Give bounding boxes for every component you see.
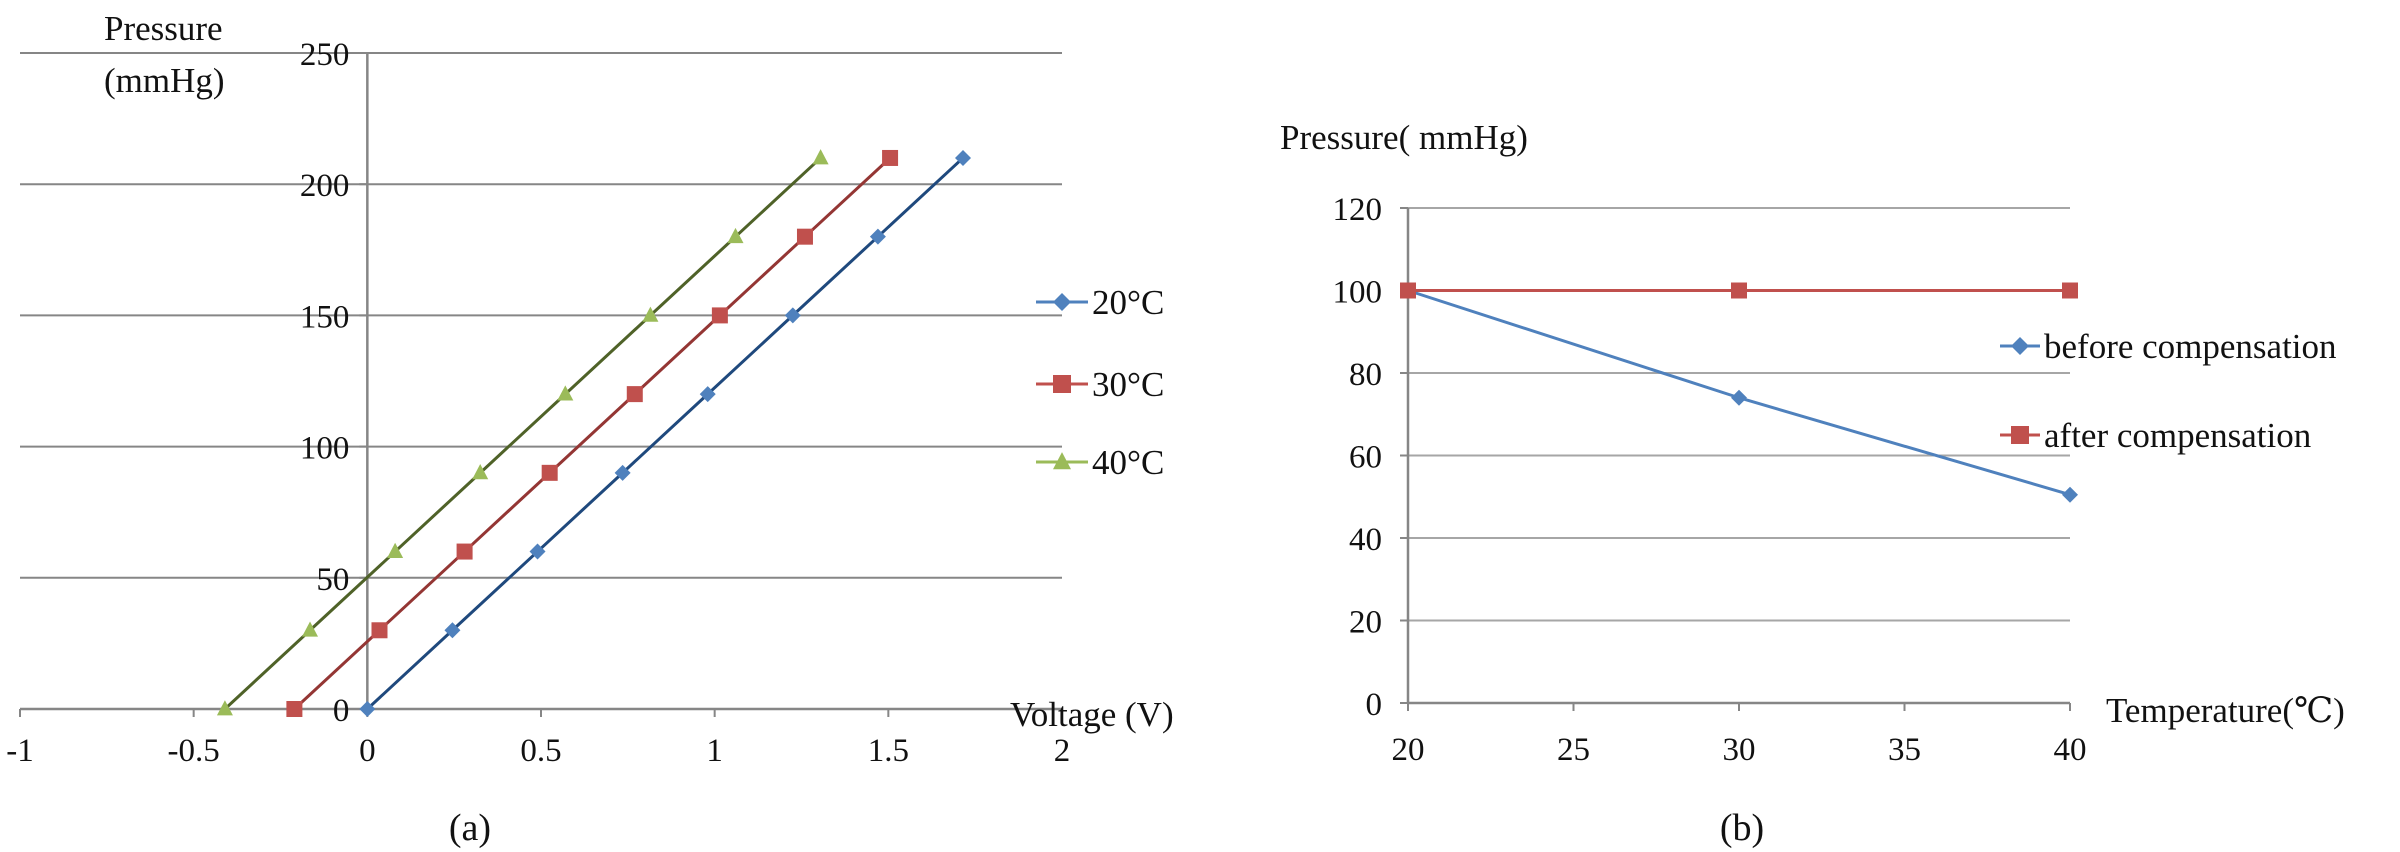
y-tick-label-a-2: 100: [300, 431, 350, 467]
legend-label-a-1: 30°C: [1092, 365, 1164, 404]
x-axis-title-a: Voltage (V): [1010, 695, 1174, 734]
y-tick-label-b-2: 40: [1349, 522, 1382, 558]
series-line-a-2: [223, 156, 822, 711]
data-point-b-1-1: [1731, 282, 1747, 299]
data-point-a-0-5: [784, 307, 801, 324]
y-axis-title-a-line1: Pressure: [104, 9, 223, 48]
data-point-a-0-2: [529, 543, 546, 560]
data-point-b-1-0: [1400, 282, 1416, 299]
data-point-a-2-2: [387, 542, 404, 558]
legend-label-a-2: 40°C: [1092, 443, 1164, 482]
y-tick-label-a-0: 0: [333, 693, 350, 729]
data-point-b-1-2: [2062, 282, 2078, 299]
x-tick-label-b-0: 20: [1392, 732, 1425, 768]
data-point-b-0-2: [2062, 486, 2078, 503]
data-point-a-1-4: [626, 386, 643, 403]
data-point-a-1-0: [286, 701, 303, 717]
panel-label-b: (b): [1720, 807, 1764, 849]
x-tick-label-a-0: -1: [6, 733, 34, 769]
data-point-a-1-1: [371, 622, 388, 639]
y-tick-label-a-1: 50: [316, 562, 349, 598]
data-point-a-0-1: [444, 622, 461, 639]
y-tick-label-b-4: 80: [1349, 357, 1382, 393]
data-point-a-2-0: [216, 700, 233, 716]
data-point-a-0-3: [614, 464, 631, 481]
data-point-a-0-7: [955, 149, 972, 166]
legend-marker-a-0: [1053, 293, 1071, 311]
data-point-a-2-5: [642, 306, 659, 322]
y-tick-label-a-4: 200: [300, 168, 350, 204]
y-tick-label-a-3: 150: [300, 299, 350, 335]
data-point-a-1-6: [796, 228, 813, 245]
x-tick-label-a-5: 1.5: [868, 733, 909, 769]
y-tick-label-a-5: 250: [300, 37, 350, 73]
legend-marker-a-1: [1053, 375, 1071, 393]
y-tick-label-b-0: 0: [1366, 687, 1383, 723]
x-tick-label-a-6: 2: [1054, 733, 1071, 769]
data-point-a-2-4: [557, 385, 574, 401]
series-line-a-0: [366, 156, 965, 711]
data-point-a-1-3: [541, 464, 558, 481]
data-point-a-2-6: [727, 227, 744, 244]
legend-marker-a-2: [1053, 452, 1071, 470]
y-tick-label-b-5: 100: [1333, 275, 1383, 311]
data-point-a-1-7: [882, 149, 899, 166]
y-tick-label-b-6: 120: [1333, 192, 1383, 228]
x-tick-label-b-2: 30: [1723, 732, 1756, 768]
legend-marker-b-1: [2011, 426, 2029, 444]
data-point-a-1-5: [711, 307, 728, 324]
x-tick-label-a-4: 1: [706, 733, 723, 769]
chart-a: -1 -0.5 0 0.5 1 1.5 2 0 50 100 150 200 250 Pressure (m…: [6, 9, 1173, 849]
y-tick-label-b-1: 20: [1349, 605, 1382, 641]
data-point-a-0-6: [869, 228, 886, 245]
panel-label-a: (a): [449, 807, 491, 849]
legend-label-b-1: after compensation: [2044, 416, 2311, 455]
legend-label-a-0: 20°C: [1092, 283, 1164, 322]
x-tick-label-b-3: 35: [1888, 732, 1921, 768]
data-point-a-2-3: [472, 464, 489, 480]
data-point-a-2-1: [302, 621, 319, 637]
legend-label-b-0: before compensation: [2044, 327, 2337, 366]
y-tick-label-b-3: 60: [1349, 440, 1382, 476]
series-line-a-1: [293, 156, 892, 711]
y-axis-title-a-line2: (mmHg): [104, 61, 225, 100]
x-tick-label-a-1: -0.5: [168, 733, 220, 769]
x-tick-label-a-3: 0.5: [520, 733, 561, 769]
x-tick-label-b-4: 40: [2054, 732, 2087, 768]
legend-marker-b-0: [2011, 337, 2029, 355]
data-point-a-0-4: [699, 386, 716, 403]
x-axis-title-b: Temperature(℃): [2106, 691, 2345, 730]
x-tick-label-a-2: 0: [359, 733, 376, 769]
data-point-a-0-0: [359, 701, 376, 717]
y-axis-title-b: Pressure( mmHg): [1280, 118, 1528, 157]
data-point-a-2-7: [812, 149, 829, 165]
data-point-a-1-2: [456, 543, 473, 560]
x-tick-label-b-1: 25: [1557, 732, 1590, 768]
data-point-b-0-1: [1731, 389, 1747, 406]
